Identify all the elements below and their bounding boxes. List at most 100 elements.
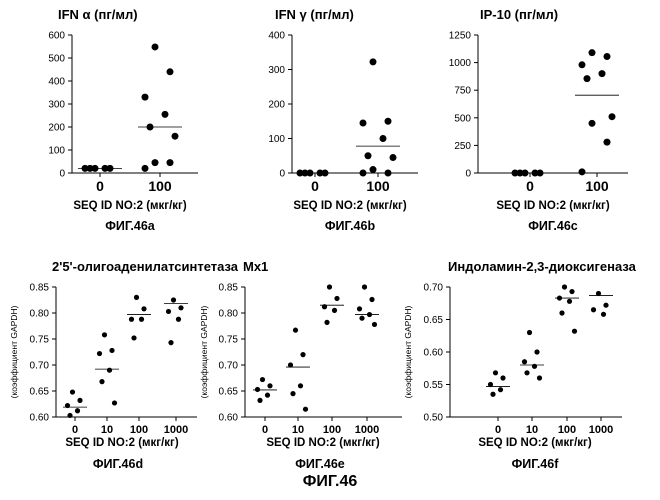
panel-1-ytick-label: 500: [48, 54, 65, 65]
panel-2-caption: ФИГ.46b: [325, 219, 376, 233]
panel-2-ytick-label: 300: [268, 65, 285, 76]
panel-2-ytick-label: 200: [268, 100, 285, 111]
panel-2-data-point: [385, 118, 392, 125]
panel-1-data-point: [167, 159, 174, 166]
panel-6-xtick-label: 1000: [589, 424, 613, 436]
panel-2-ytick-label: 400: [268, 31, 285, 42]
panel-2-xlabel: SEQ ID NO:2 (мкг/кг): [293, 200, 406, 212]
panel-3-ytick-label: 750: [454, 86, 471, 97]
panel-1-data-point: [142, 94, 149, 101]
panel-5-data-point: [369, 297, 374, 302]
panel-6-data-point: [559, 310, 564, 315]
panel-6-data-point: [572, 329, 577, 334]
panel-6-data-point: [591, 307, 596, 312]
panel-1-ytick-label: 600: [48, 31, 65, 42]
panel-3-data-point: [604, 53, 611, 60]
panel-6-data-point: [601, 312, 606, 317]
panel-4-data-point: [134, 295, 139, 300]
panel-2-data-point: [380, 135, 387, 142]
panel-6-data-point: [532, 364, 537, 369]
panel-5-ytick-label: 0.85: [219, 283, 239, 294]
panel-4-data-point: [178, 305, 183, 310]
panel-2-xtick-label: 0: [311, 178, 319, 194]
panel-1-xtick-label: 0: [96, 178, 104, 194]
panel-5-ytick-label: 0.60: [219, 413, 239, 424]
panel-1-data-point: [172, 133, 179, 140]
panel-4-ytick-label: 0.75: [30, 335, 50, 346]
panel-3-data-point: [579, 61, 586, 68]
panel-4-data-point: [168, 340, 173, 345]
panel-4-xtick-label: 0: [72, 424, 78, 436]
panel-4-ytick-label: 0.80: [30, 309, 50, 320]
panel-5-data-point: [300, 352, 305, 357]
panel-2-data-point: [370, 166, 377, 173]
panel-3-ytick-label: 500: [454, 113, 471, 124]
panel-5-data-point: [332, 308, 337, 313]
panel-1-ytick-label: 200: [48, 123, 65, 134]
panel-5-data-point: [362, 284, 367, 289]
panel-5-ytick-label: 0.80: [219, 309, 239, 320]
panel-3-ytick-label: 250: [454, 141, 471, 152]
panel-5-data-point: [267, 383, 272, 388]
panel-6-ytick-label: 0.65: [424, 315, 444, 326]
panel-5-xtick-label: 100: [323, 424, 341, 436]
panel-6-xtick-label: 0: [495, 424, 501, 436]
panel-1-xlabel: SEQ ID NO:2 (мкг/кг): [73, 200, 186, 212]
panel-1-ytick-label: 400: [48, 77, 65, 88]
panel-2-xtick-label: 100: [366, 178, 390, 194]
panel-4-data-point: [171, 297, 176, 302]
panel-4-data-point: [176, 317, 181, 322]
panel-4-data-point: [67, 413, 72, 418]
panel-6-xtick-label: 100: [558, 424, 576, 436]
panel-6-ytick-label: 0.55: [424, 380, 444, 391]
panel-5-ytick-label: 0.75: [219, 335, 239, 346]
panel-6-data-point: [493, 370, 498, 375]
panel-4-data-point: [129, 317, 134, 322]
panel-5-data-point: [324, 320, 329, 325]
panel-3-data-point: [604, 139, 611, 146]
panel-4-data-point: [102, 332, 107, 337]
panel-1-data-point: [162, 111, 169, 118]
panel-5-xtick-label: 1000: [355, 424, 379, 436]
panel-3-ytick-label: 0: [465, 169, 471, 180]
panel-1-data-point: [152, 159, 159, 166]
panel-6-data-point: [490, 392, 495, 397]
panel-4-data-point: [97, 351, 102, 356]
panel-5-data-point: [265, 393, 270, 398]
panel-5-data-point: [327, 284, 332, 289]
panel-4-data-point: [141, 306, 146, 311]
panel-3-ytick-label: 1250: [449, 31, 472, 42]
panel-5-xtick-label: 10: [292, 424, 304, 436]
panel-4-ytick-label: 0.85: [30, 283, 50, 294]
panel-6-data-point: [534, 349, 539, 354]
panel-4-ytick-label: 0.60: [30, 413, 50, 424]
panel-6-ytick-label: 0.50: [424, 413, 444, 424]
panel-2-ytick-label: 100: [268, 134, 285, 145]
panel-5-data-point: [260, 377, 265, 382]
panel-5-data-point: [334, 296, 339, 301]
panel-2-data-point: [390, 154, 397, 161]
panel-5-ytick-label: 0.70: [219, 361, 239, 372]
panel-4-data-point: [139, 317, 144, 322]
panel-6-data-point: [603, 303, 608, 308]
panel-1-title: IFN α (пг/мл): [58, 7, 138, 22]
panel-3-xtick-label: 0: [526, 178, 534, 194]
panel-5-xlabel: SEQ ID NO:2 (мкг/кг): [266, 437, 379, 449]
panel-6-data-point: [527, 330, 532, 335]
panel-4-ytick-label: 0.65: [30, 387, 50, 398]
panel-4-data-point: [131, 335, 136, 340]
panel-1-ytick-label: 300: [48, 100, 65, 111]
panel-1-ytick-label: 0: [59, 169, 65, 180]
panel-1-data-point: [167, 68, 174, 75]
panel-5-ylabel: (коэффициент GAPDH): [199, 305, 209, 398]
panel-6-data-point: [537, 375, 542, 380]
panel-1-ytick-label: 100: [48, 146, 65, 157]
panel-5-data-point: [257, 398, 262, 403]
panel-4-ylabel: (коэффициент GAPDH): [9, 305, 19, 398]
panel-4-title: 2'5'-олигоаденилатсинтетаза: [52, 259, 239, 274]
panel-5-data-point: [359, 316, 364, 321]
panel-6-ylabel: (коэффициент GAPDH): [403, 305, 413, 398]
panel-3-data-point: [584, 75, 591, 82]
panel-6-xlabel: SEQ ID NO:2 (мкг/кг): [478, 437, 591, 449]
